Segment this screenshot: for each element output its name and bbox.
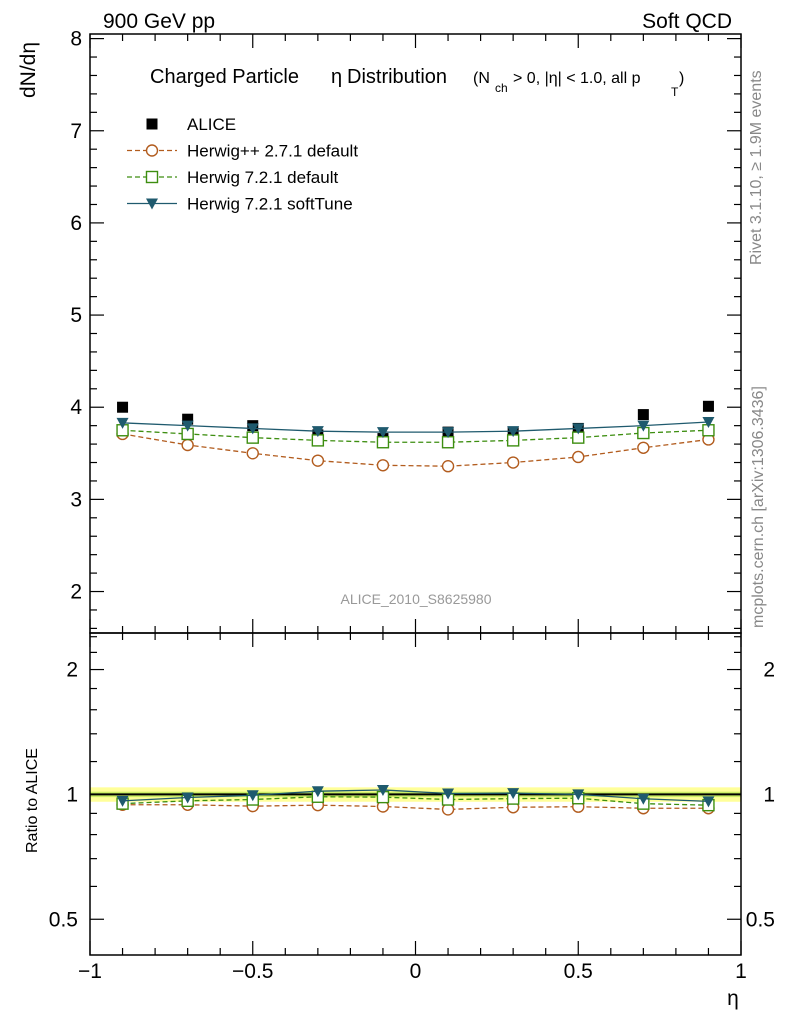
- chart-title: Charged Particle η Distribution (N ch > …: [150, 66, 684, 99]
- ratio-point: [311, 786, 324, 798]
- main-series-0: [117, 400, 714, 445]
- ratio-point: [637, 793, 650, 805]
- legend-label: Herwig 7.2.1 softTune: [187, 195, 353, 214]
- main-point: [311, 426, 324, 438]
- main-y-tick-label: 4: [70, 396, 82, 419]
- main-point: [702, 416, 715, 428]
- ratio-point: [376, 784, 389, 796]
- x-axis-label: η: [727, 987, 739, 1010]
- legend-item: ALICE: [146, 115, 236, 134]
- title-eta: η: [331, 66, 342, 88]
- ratio-point: [702, 796, 715, 808]
- main-point: [442, 427, 455, 439]
- main-y-tick-label: 8: [70, 28, 82, 51]
- main-series-line: [122, 433, 709, 467]
- legend-marker: [145, 144, 159, 157]
- ratio-series-2: [116, 784, 715, 808]
- legend-item: Herwig++ 2.7.1 default: [127, 142, 358, 161]
- header-right-label: Soft QCD: [642, 10, 732, 33]
- main-point: [441, 436, 455, 449]
- main-point: [506, 456, 520, 469]
- ratio-point: [442, 788, 455, 800]
- main-point: [246, 447, 259, 460]
- ratio-y-tick-label-right: 2: [763, 659, 775, 682]
- title-cut-open: (N: [473, 70, 490, 87]
- ratio-y-tick-label-right: 0.5: [746, 908, 775, 931]
- ratio-series-line: [122, 789, 709, 803]
- main-point: [637, 420, 650, 432]
- main-point: [181, 438, 194, 452]
- main-point: [572, 423, 585, 435]
- main-y-tick-label: 7: [70, 120, 82, 143]
- legend-marker: [146, 198, 158, 210]
- main-point: [572, 450, 585, 464]
- main-series-3: [116, 416, 715, 439]
- rivet-version-label: Rivet 3.1.10, ≥ 1.9M events: [748, 70, 765, 265]
- ratio-y-tick-label: 0.5: [49, 908, 78, 931]
- main-series-1: [116, 427, 715, 473]
- title-distribution: Distribution: [347, 66, 447, 88]
- main-y-tick-label: 5: [70, 304, 82, 327]
- legend-item: Herwig 7.2.1 softTune: [127, 195, 353, 214]
- ratio-y-axis-label: Ratio to ALICE: [24, 748, 41, 853]
- main-point: [376, 436, 390, 449]
- main-point: [637, 441, 650, 454]
- ratio-y-tick-label-right: 1: [763, 783, 775, 806]
- legend-marker: [146, 118, 158, 130]
- header-left-label: 900 GeV pp: [103, 10, 215, 33]
- main-point: [246, 423, 259, 435]
- title-cut-sub2: T: [671, 85, 679, 99]
- main-point: [181, 420, 194, 432]
- ratio-series-line: [122, 796, 709, 806]
- mcplots-reference-label: mcplots.cern.ch [arXiv:1306.3436]: [750, 386, 767, 628]
- legend-label: ALICE: [187, 115, 236, 134]
- x-tick-label: 1: [735, 960, 747, 983]
- main-point: [116, 417, 129, 429]
- main-point: [637, 409, 649, 421]
- ratio-point: [246, 790, 259, 802]
- title-cut-sub: ch: [495, 81, 508, 95]
- main-series-line: [122, 421, 709, 433]
- legend-marker: [145, 170, 159, 184]
- legend: ALICE Herwig++ 2.7.1 default Herwig 7.2.1 …: [127, 115, 358, 214]
- analysis-id-label: ALICE_2010_S8625980: [340, 591, 491, 607]
- ratio-point: [181, 792, 194, 804]
- main-point: [702, 400, 714, 412]
- main-point: [507, 426, 520, 438]
- x-tick-label: 0.5: [564, 960, 593, 983]
- legend-label: Herwig++ 2.7.1 default: [187, 142, 358, 161]
- main-point: [311, 454, 325, 467]
- title-cut-close: ): [679, 70, 684, 87]
- x-tick-label: −1: [78, 960, 102, 983]
- main-series-line: [122, 429, 709, 443]
- main-point: [376, 427, 389, 439]
- main-y-tick-label: 2: [70, 581, 82, 604]
- x-tick-label: 0: [410, 960, 422, 983]
- x-tick-label: −0.5: [232, 960, 273, 983]
- main-y-axis-label: dN/dη: [17, 42, 40, 98]
- main-point: [441, 460, 455, 473]
- ratio-panel: −1 −0.5 0 0.5 1 0.5 0.5 1 1 2 2: [49, 632, 775, 983]
- main-point: [182, 413, 194, 425]
- main-panel: 2 3 4 5 6 7 8: [70, 28, 742, 634]
- legend-label: Herwig 7.2.1 default: [187, 168, 338, 187]
- title-cut-mid: > 0, |η| < 1.0, all p: [513, 70, 641, 87]
- main-point: [376, 459, 390, 472]
- main-y-tick-label: 6: [70, 212, 82, 235]
- main-point: [117, 401, 129, 413]
- ratio-y-tick-label: 1: [66, 783, 78, 806]
- legend-item: Herwig 7.2.1 default: [127, 168, 338, 187]
- ratio-point: [507, 788, 520, 800]
- main-series-2: [116, 424, 715, 449]
- ratio-point: [572, 789, 585, 801]
- main-y-tick-label: 3: [70, 488, 82, 511]
- ratio-series-line: [122, 804, 709, 811]
- title-main: Charged Particle: [150, 66, 299, 88]
- ratio-point: [116, 795, 129, 807]
- ratio-y-tick-label: 2: [66, 659, 78, 682]
